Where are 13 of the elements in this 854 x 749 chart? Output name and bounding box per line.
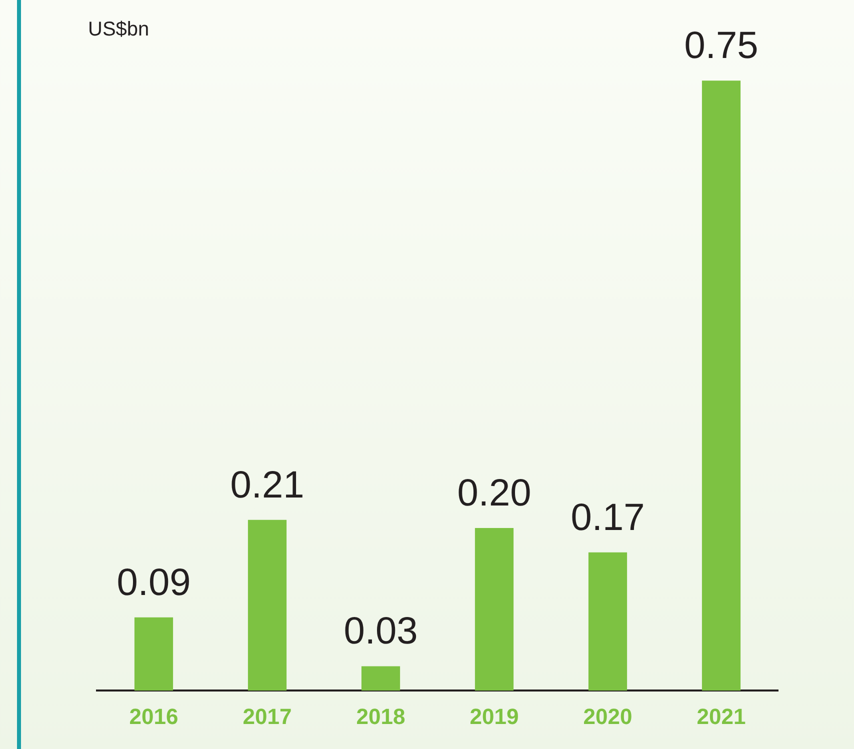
x-tick-label: 2020 xyxy=(583,704,632,729)
x-tick-label: 2021 xyxy=(696,704,746,729)
y-axis-title: US$bn xyxy=(88,18,150,41)
x-tick-label: 2018 xyxy=(356,704,406,729)
data-label: 0.09 xyxy=(116,562,191,604)
data-label: 0.17 xyxy=(570,496,645,539)
data-label: 0.75 xyxy=(684,25,758,68)
x-tick-label: 2019 xyxy=(470,704,519,729)
data-label: 0.21 xyxy=(230,464,304,506)
x-tick-label: 2017 xyxy=(242,704,292,729)
data-label: 0.03 xyxy=(344,610,418,653)
x-tick-label: 2016 xyxy=(129,704,178,729)
data-label: 0.20 xyxy=(457,472,532,514)
